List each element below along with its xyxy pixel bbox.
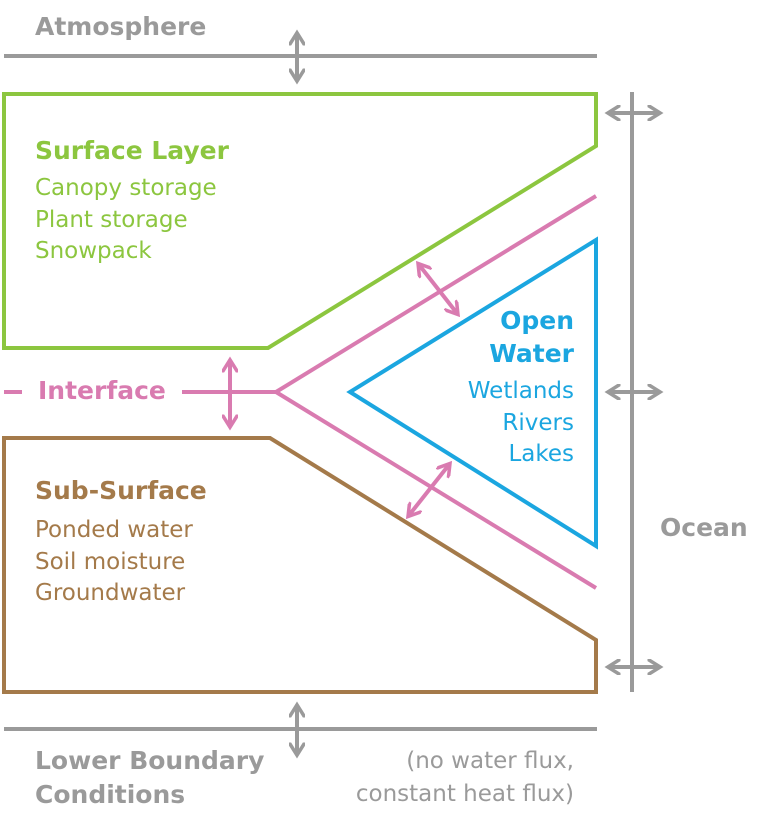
ocean-label: Ocean (660, 513, 748, 542)
open-water-title-line1: Open (500, 306, 574, 335)
interface-label: Interface (38, 376, 166, 405)
surface-layer-item: Canopy storage (35, 175, 217, 201)
atmosphere-label: Atmosphere (35, 12, 207, 41)
open-water-item: Wetlands (467, 378, 574, 404)
lower-boundary-note-line2: constant heat flux) (355, 781, 574, 807)
sub-surface-item: Ponded water (35, 517, 193, 543)
surface-layer-box (2, 92, 598, 350)
lower-openwater-arrow-icon (410, 466, 448, 514)
upper-openwater-arrow-icon (420, 266, 456, 312)
lower-boundary-label-line2: Conditions (35, 780, 186, 809)
sub-surface-box (2, 436, 598, 694)
surface-layer-title: Surface Layer (35, 136, 229, 165)
sub-surface-item: Soil moisture (35, 549, 186, 575)
lower-boundary-label-line1: Lower Boundary (35, 746, 265, 775)
open-water-triangle (346, 236, 598, 550)
sub-surface-item: Groundwater (35, 580, 186, 606)
open-water-item: Rivers (502, 410, 574, 436)
open-water-item: Lakes (508, 441, 574, 467)
surface-layer-item: Plant storage (35, 207, 188, 233)
open-water-title-line2: Water (489, 339, 574, 368)
lower-boundary-note-line1: (no water flux, (406, 748, 574, 774)
surface-layer-item: Snowpack (35, 238, 152, 264)
sub-surface-title: Sub-Surface (35, 476, 207, 505)
